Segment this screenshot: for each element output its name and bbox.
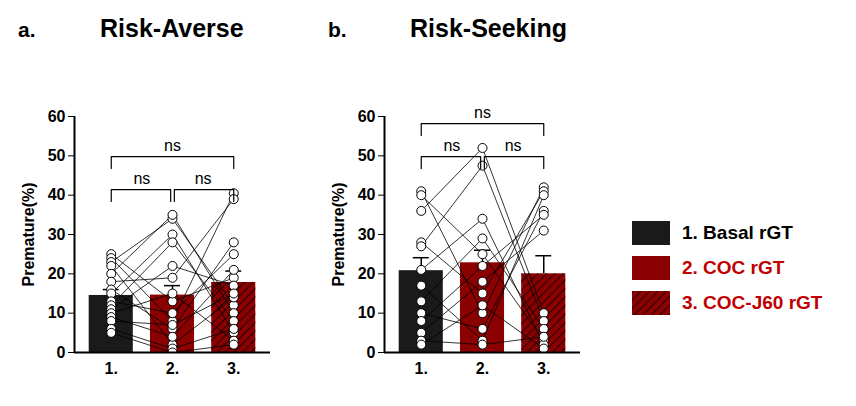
svg-text:Premature(%): Premature(%) <box>20 182 37 286</box>
svg-text:ns: ns <box>505 137 522 154</box>
svg-text:3.: 3. <box>537 360 550 377</box>
svg-text:30: 30 <box>358 226 376 243</box>
html-text:2. COC rGT: 2. COC rGT <box>682 257 785 278</box>
html-text:a.: a. <box>18 18 36 41</box>
html-text:Risk-Seeking: Risk-Seeking <box>410 14 567 42</box>
svg-text:ns: ns <box>443 137 460 154</box>
svg-text:10: 10 <box>358 304 376 321</box>
svg-text:3.: 3. <box>227 360 240 377</box>
svg-text:ns: ns <box>474 104 491 121</box>
svg-text:60: 60 <box>48 108 66 125</box>
html-text:1. Basal rGT: 1. Basal rGT <box>682 222 793 243</box>
svg-text:0: 0 <box>57 344 66 361</box>
svg-text:Premature(%): Premature(%) <box>330 182 347 286</box>
svg-text:1.: 1. <box>415 360 428 377</box>
html-text:3. COC-J60 rGT: 3. COC-J60 rGT <box>682 292 823 313</box>
svg-text:1.: 1. <box>105 360 118 377</box>
svg-text:2.: 2. <box>476 360 489 377</box>
svg-text:ns: ns <box>164 137 181 154</box>
svg-text:2.: 2. <box>166 360 179 377</box>
svg-text:50: 50 <box>48 147 66 164</box>
html-text:Risk-Averse: Risk-Averse <box>100 14 244 42</box>
svg-text:20: 20 <box>358 265 376 282</box>
svg-text:40: 40 <box>358 186 376 203</box>
svg-text:30: 30 <box>48 226 66 243</box>
svg-text:60: 60 <box>358 108 376 125</box>
svg-text:ns: ns <box>133 170 150 187</box>
svg-text:50: 50 <box>358 147 376 164</box>
svg-text:0: 0 <box>367 344 376 361</box>
svg-text:40: 40 <box>48 186 66 203</box>
svg-text:10: 10 <box>48 304 66 321</box>
html-text:b.: b. <box>328 18 347 41</box>
svg-text:ns: ns <box>195 170 212 187</box>
svg-text:20: 20 <box>48 265 66 282</box>
